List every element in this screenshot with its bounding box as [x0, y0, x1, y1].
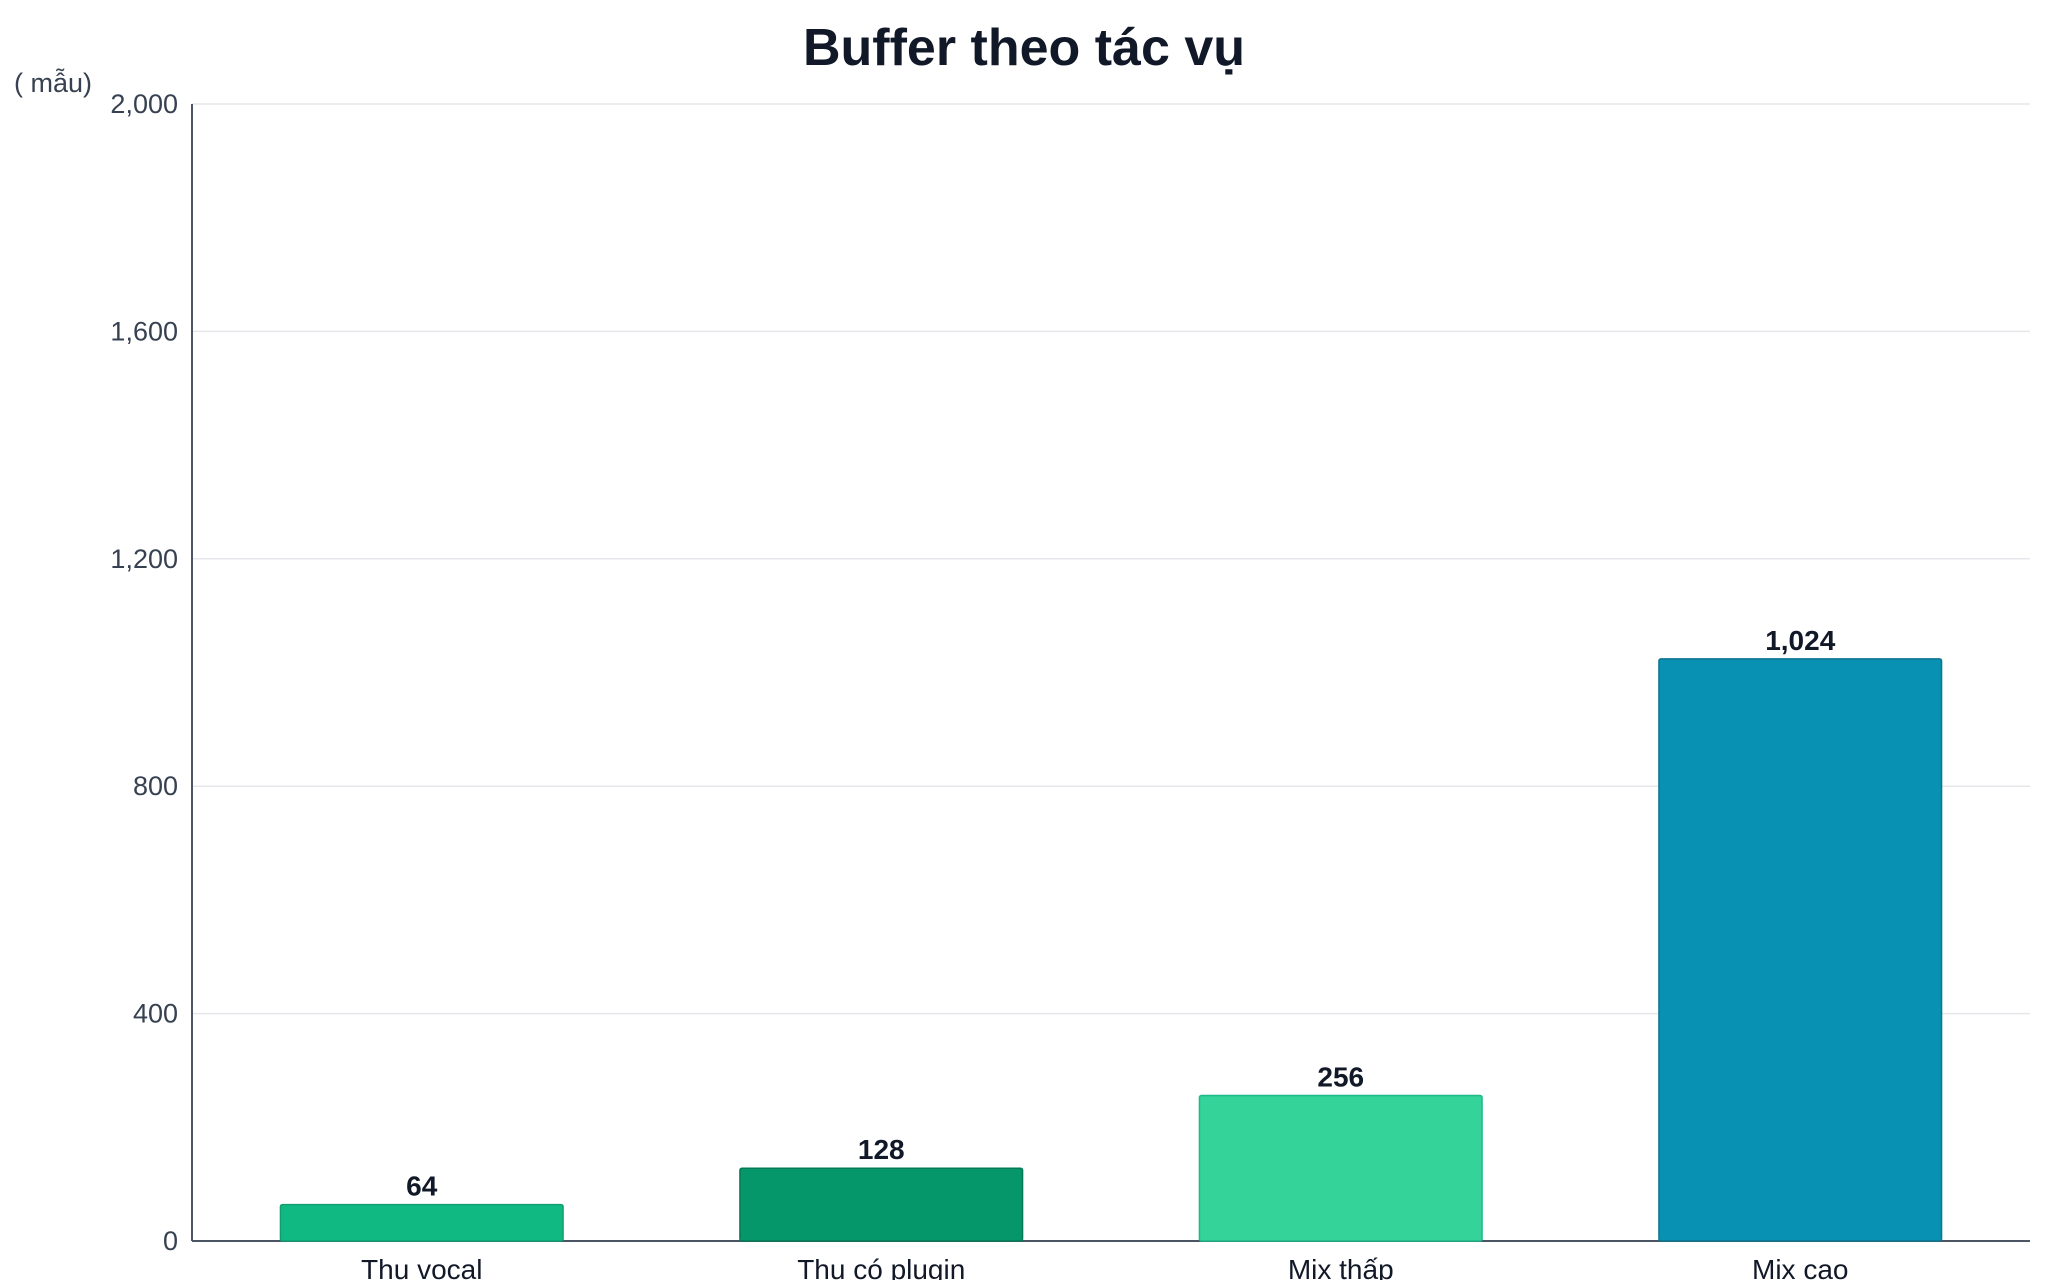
x-category-label: Mix thấp: [1288, 1254, 1394, 1280]
bar-value-label: 64: [406, 1171, 438, 1202]
bar-value-label: 128: [858, 1134, 905, 1165]
y-tick-label: 400: [133, 999, 178, 1029]
y-tick-label: 2,000: [110, 89, 178, 119]
y-axis-unit-label: ( mẫu): [14, 68, 93, 98]
bar: [1658, 658, 1943, 1242]
bar: [1198, 1094, 1483, 1242]
x-category-label: Mix cao: [1752, 1254, 1848, 1280]
bar: [739, 1167, 1024, 1242]
bar-value-label: 256: [1317, 1061, 1364, 1092]
x-category-label: Thu vocal: [361, 1254, 482, 1280]
y-tick-label: 800: [133, 771, 178, 801]
y-tick-label: 1,200: [110, 544, 178, 574]
bar-value-label: 1,024: [1765, 625, 1835, 656]
chart-title: Buffer theo tác vụ: [802, 19, 1246, 77]
y-tick-label: 0: [163, 1226, 178, 1256]
y-tick-label: 1,600: [110, 316, 178, 346]
x-category-label: Thu có plugin: [797, 1254, 965, 1280]
bar: [279, 1203, 564, 1242]
